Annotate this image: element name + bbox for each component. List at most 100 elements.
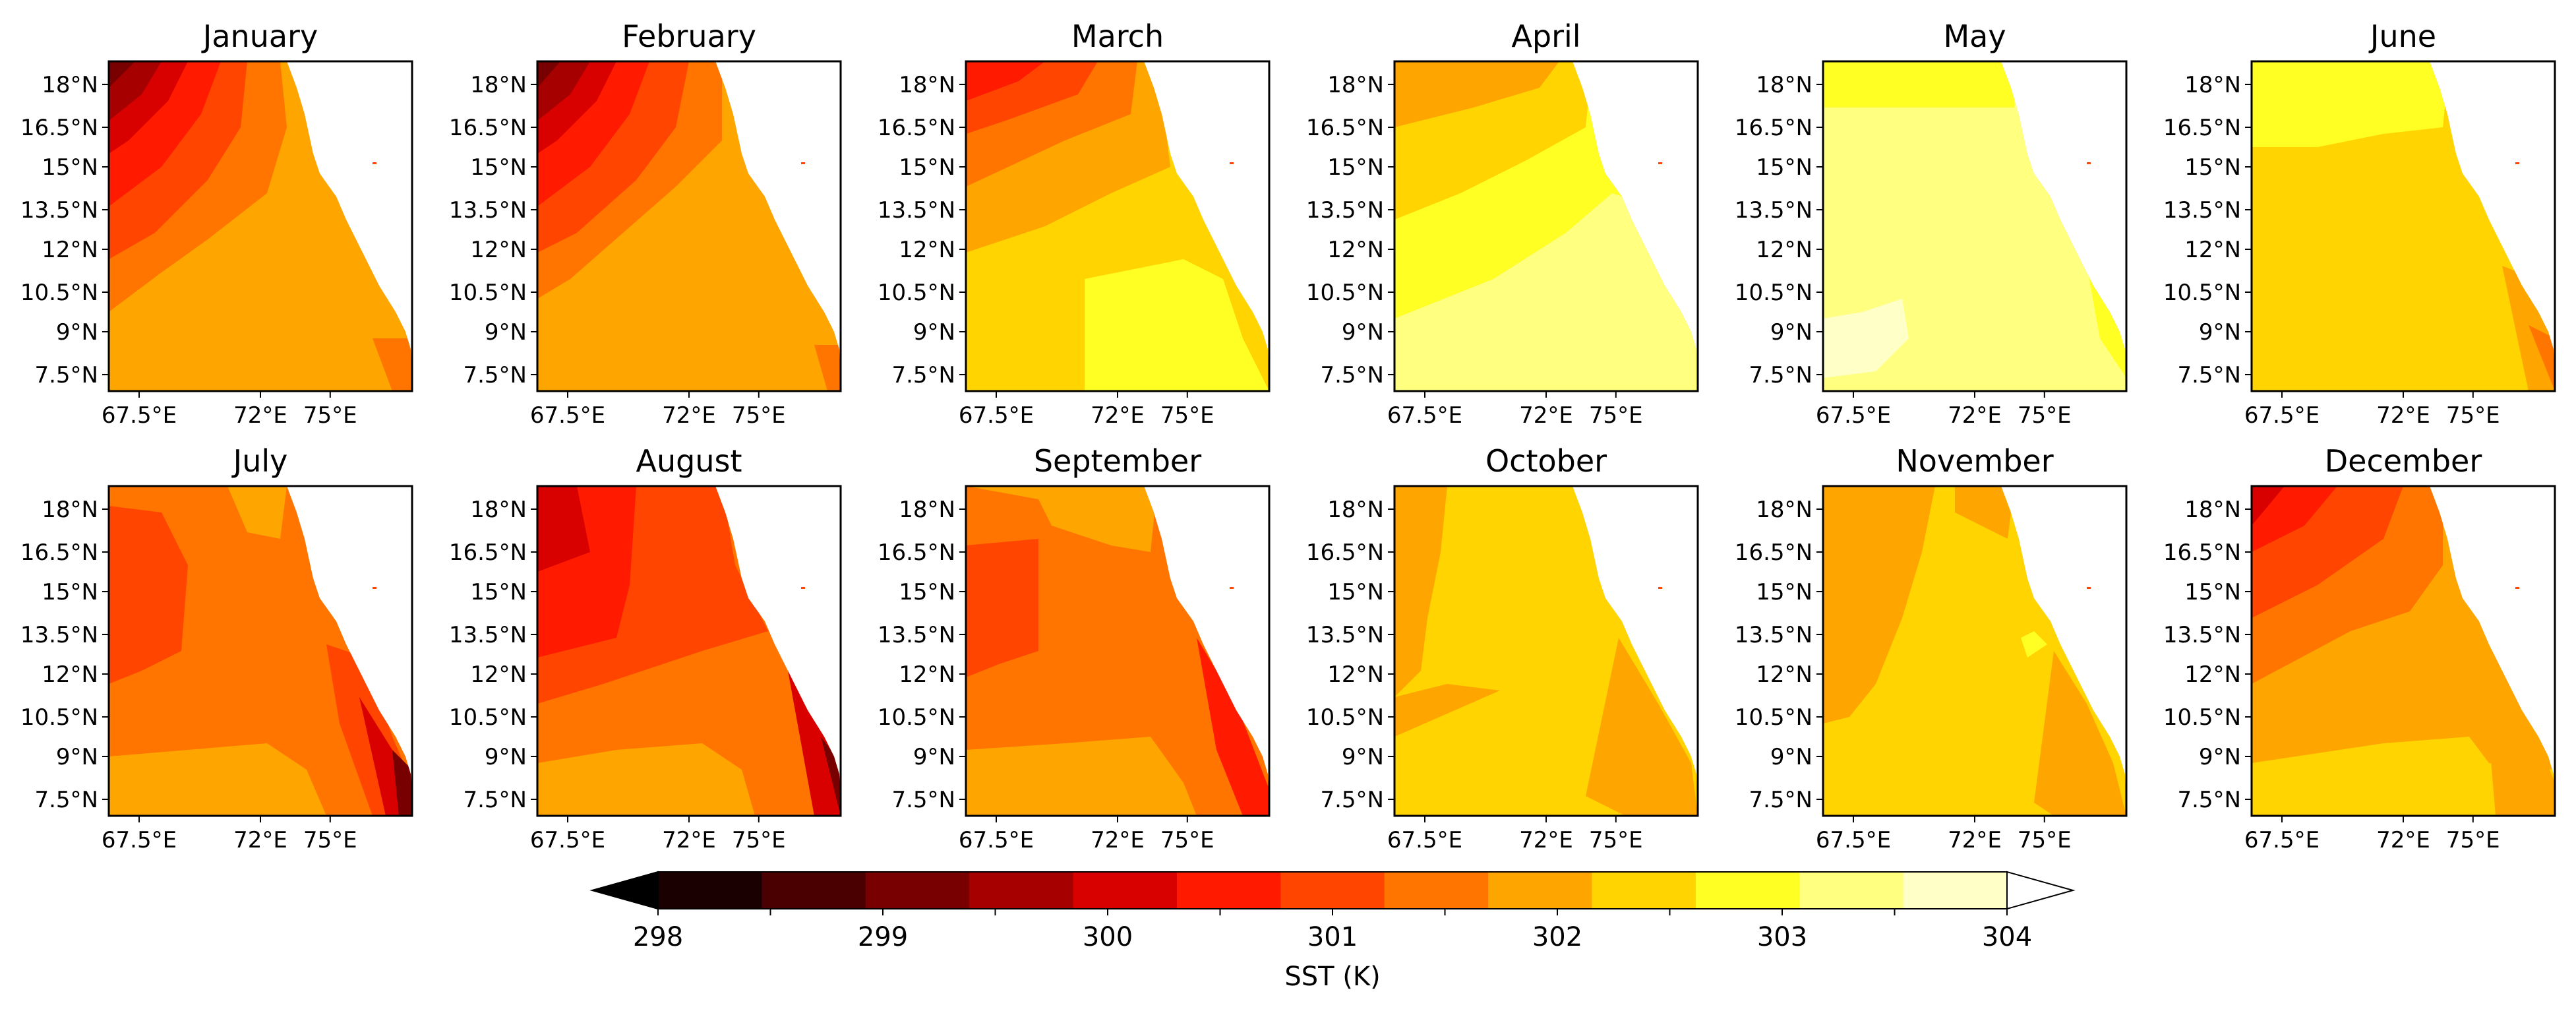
sst-contour-band (2034, 651, 2126, 816)
y-tick-label: 15°N (1756, 154, 1812, 181)
y-tick-label: 10.5°N (1306, 280, 1384, 306)
y-tick-label: 13.5°N (1306, 622, 1384, 648)
y-tick-label: 7.5°N (463, 362, 527, 388)
panel-title: January (201, 18, 318, 54)
colorbar-segment (762, 872, 866, 909)
sst-contour-band (2252, 737, 2555, 816)
y-tick-label: 18°N (2184, 497, 2241, 523)
colorbar-tick-label: 299 (858, 922, 908, 952)
y-tick-label: 15°N (1327, 579, 1384, 605)
y-tick-label: 9°N (1342, 319, 1384, 346)
sst-contour-band (227, 486, 287, 539)
y-tick-label: 10.5°N (878, 704, 955, 731)
x-tick-label: 72°E (662, 827, 716, 853)
y-tick-label: 7.5°N (891, 362, 955, 388)
y-tick-label: 9°N (1342, 744, 1384, 770)
sst-contour-band (537, 61, 590, 121)
panel-february: February 18°N 16.5°N 15°N 13.5°N 12°N 10.5°N 9°… (449, 18, 842, 429)
sst-contour-band (109, 61, 135, 88)
sst-contour-band (392, 750, 412, 816)
x-tick-label: 72°E (662, 402, 716, 429)
y-tick-label: 7.5°N (1749, 362, 1812, 388)
colorbar-tick-label: 301 (1307, 922, 1358, 952)
colorbar-segment (1280, 872, 1385, 909)
y-tick-label: 13.5°N (878, 197, 955, 224)
x-tick-label: 75°E (1160, 402, 1214, 429)
x-tick-label: 75°E (303, 402, 357, 429)
y-tick-label: 12°N (42, 237, 98, 263)
y-tick-label: 10.5°N (20, 704, 98, 731)
y-tick-label: 18°N (1756, 72, 1812, 98)
colorbar-tick-label: 303 (1757, 922, 1807, 952)
panel-august: August 18°N 16.5°N 15°N 13.5°N 12°N 10.5°N 9°N 7… (449, 443, 842, 853)
island-marker (801, 162, 805, 164)
x-tick-label: 75°E (2446, 402, 2500, 429)
x-tick-label: 72°E (2376, 402, 2430, 429)
sst-contour-band (2489, 737, 2555, 816)
panel-october: October 18°N 16.5°N 15°N 13.5°N 12°N 10.5°N 9°N… (1306, 443, 1699, 853)
y-tick-label: 16.5°N (1735, 115, 1812, 141)
y-tick-label: 9°N (913, 319, 955, 346)
colorbar-segment (1488, 872, 1592, 909)
y-tick-label: 16.5°N (20, 539, 98, 566)
sst-contour-band (1394, 486, 1447, 697)
y-tick-label: 12°N (1327, 237, 1384, 263)
x-tick-label: 67.5°E (2244, 827, 2320, 853)
x-tick-label: 75°E (2018, 827, 2072, 853)
x-tick-label: 67.5°E (102, 402, 177, 429)
x-tick-label: 75°E (1589, 827, 1643, 853)
y-tick-label: 12°N (1327, 661, 1384, 688)
sst-field (1394, 486, 1698, 816)
x-tick-label: 67.5°E (1816, 827, 1891, 853)
x-tick-label: 67.5°E (1387, 402, 1462, 429)
panel-september: September 18°N 16.5°N 15°N 13.5°N 12°N 10.5°N 9… (878, 443, 1271, 853)
y-tick-label: 13.5°N (20, 197, 98, 224)
island-marker (1230, 162, 1234, 164)
x-tick-label: 67.5°E (530, 827, 605, 853)
x-tick-label: 72°E (1519, 402, 1573, 429)
x-tick-label: 75°E (1160, 827, 1214, 853)
y-tick-label: 16.5°N (449, 539, 527, 566)
colorbar-tick-label: 300 (1083, 922, 1133, 952)
y-tick-label: 7.5°N (891, 787, 955, 813)
y-tick-label: 13.5°N (1735, 622, 1812, 648)
y-tick-label: 15°N (1756, 579, 1812, 605)
x-tick-label: 67.5°E (959, 402, 1034, 429)
y-tick-label: 7.5°N (2177, 362, 2241, 388)
panel-december: December 18°N 16.5°N 15°N 13.5°N 12°N 10.5°N 9°… (2163, 443, 2556, 853)
island-marker (2087, 587, 2091, 589)
y-tick-label: 15°N (899, 154, 955, 181)
sst-contour-band (2252, 486, 2285, 526)
y-tick-label: 12°N (899, 661, 955, 688)
sst-contour-band (537, 743, 755, 816)
y-tick-label: 10.5°N (449, 280, 527, 306)
x-tick-label: 75°E (2446, 827, 2500, 853)
sst-contour-band (1085, 259, 1269, 391)
y-tick-label: 18°N (1327, 497, 1384, 523)
panel-july: July 18°N 16.5°N 15°N 13.5°N 12°N 10.5°N 9°N 7.5… (20, 443, 413, 853)
panel-title: October (1485, 443, 1607, 479)
x-tick-label: 72°E (1948, 827, 2002, 853)
y-tick-label: 12°N (1756, 661, 1812, 688)
y-tick-label: 16.5°N (2163, 539, 2241, 566)
y-tick-label: 9°N (56, 744, 98, 770)
y-tick-label: 16.5°N (878, 539, 955, 566)
x-tick-label: 67.5°E (102, 827, 177, 853)
colorbar-segment (1384, 872, 1489, 909)
y-tick-label: 10.5°N (878, 280, 955, 306)
y-tick-label: 13.5°N (449, 197, 527, 224)
sst-contour-band (109, 743, 326, 816)
panel-title: June (2368, 18, 2436, 54)
sst-contour-band (2529, 325, 2555, 391)
sst-contour-band (1394, 61, 1559, 127)
y-tick-label: 7.5°N (1749, 787, 1812, 813)
colorbar-tick-label: 304 (1982, 922, 2032, 952)
sst-contour-band (2502, 266, 2555, 391)
sst-contour-band (966, 61, 1045, 101)
y-tick-label: 16.5°N (1735, 539, 1812, 566)
y-tick-label: 16.5°N (20, 115, 98, 141)
sst-contour-band (373, 338, 412, 391)
island-marker (801, 587, 805, 589)
y-tick-label: 7.5°N (1320, 362, 1384, 388)
y-tick-label: 10.5°N (2163, 704, 2241, 731)
